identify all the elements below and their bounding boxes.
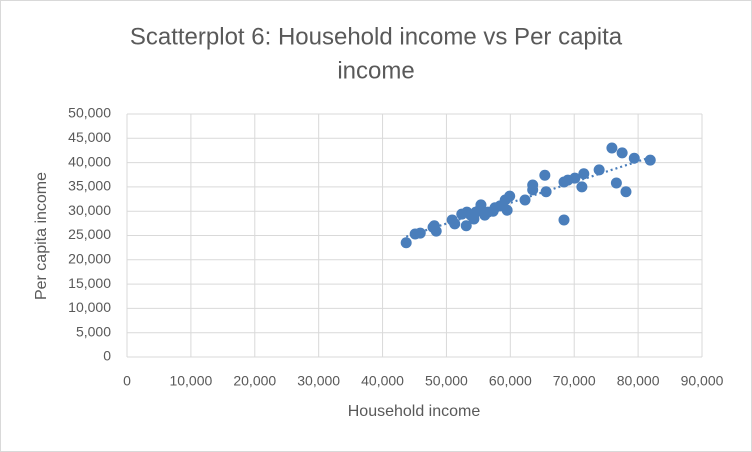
y-axis-title: Per capita income <box>33 172 50 300</box>
point <box>558 214 570 226</box>
point <box>644 154 656 166</box>
point <box>578 168 590 180</box>
x-axis-title: Household income <box>348 403 481 420</box>
y-tick-label: 50,000 <box>68 105 111 121</box>
y-tick-label: 5,000 <box>76 323 111 339</box>
point <box>400 237 412 249</box>
point <box>539 169 551 181</box>
x-tick-label: 60,000 <box>489 373 532 389</box>
x-tick-label: 70,000 <box>553 373 596 389</box>
point <box>628 152 640 164</box>
y-tick-label: 20,000 <box>68 251 111 267</box>
x-tick-label: 40,000 <box>361 373 404 389</box>
point <box>501 204 513 216</box>
point <box>593 164 605 176</box>
x-tick-label: 0 <box>123 373 131 389</box>
point <box>475 199 487 211</box>
x-tick-label: 50,000 <box>425 373 468 389</box>
point <box>519 194 531 206</box>
y-tick-label: 0 <box>103 348 111 364</box>
x-tick-label: 90,000 <box>681 373 724 389</box>
point <box>449 218 461 230</box>
point <box>606 142 618 154</box>
y-tick-label: 30,000 <box>68 202 111 218</box>
point <box>427 221 439 233</box>
y-tick-label: 40,000 <box>68 153 111 169</box>
x-tick-label: 20,000 <box>233 373 276 389</box>
point <box>610 177 622 189</box>
point <box>540 186 552 198</box>
point <box>527 179 539 191</box>
y-tick-label: 45,000 <box>68 129 111 145</box>
chart-title: Scatterplot 6: Household income vs Per c… <box>130 23 623 50</box>
point <box>460 220 472 232</box>
point <box>504 190 516 202</box>
point <box>616 147 628 159</box>
y-tick-label: 10,000 <box>68 299 111 315</box>
y-tick-label: 35,000 <box>68 178 111 194</box>
x-tick-label: 80,000 <box>617 373 660 389</box>
point <box>414 227 426 239</box>
y-tick-label: 25,000 <box>68 226 111 242</box>
x-tick-label: 30,000 <box>297 373 340 389</box>
point <box>576 181 588 193</box>
x-tick-label: 10,000 <box>169 373 212 389</box>
y-tick-label: 15,000 <box>68 275 111 291</box>
chart-title: income <box>337 57 414 84</box>
point <box>569 172 581 184</box>
point <box>620 186 632 198</box>
